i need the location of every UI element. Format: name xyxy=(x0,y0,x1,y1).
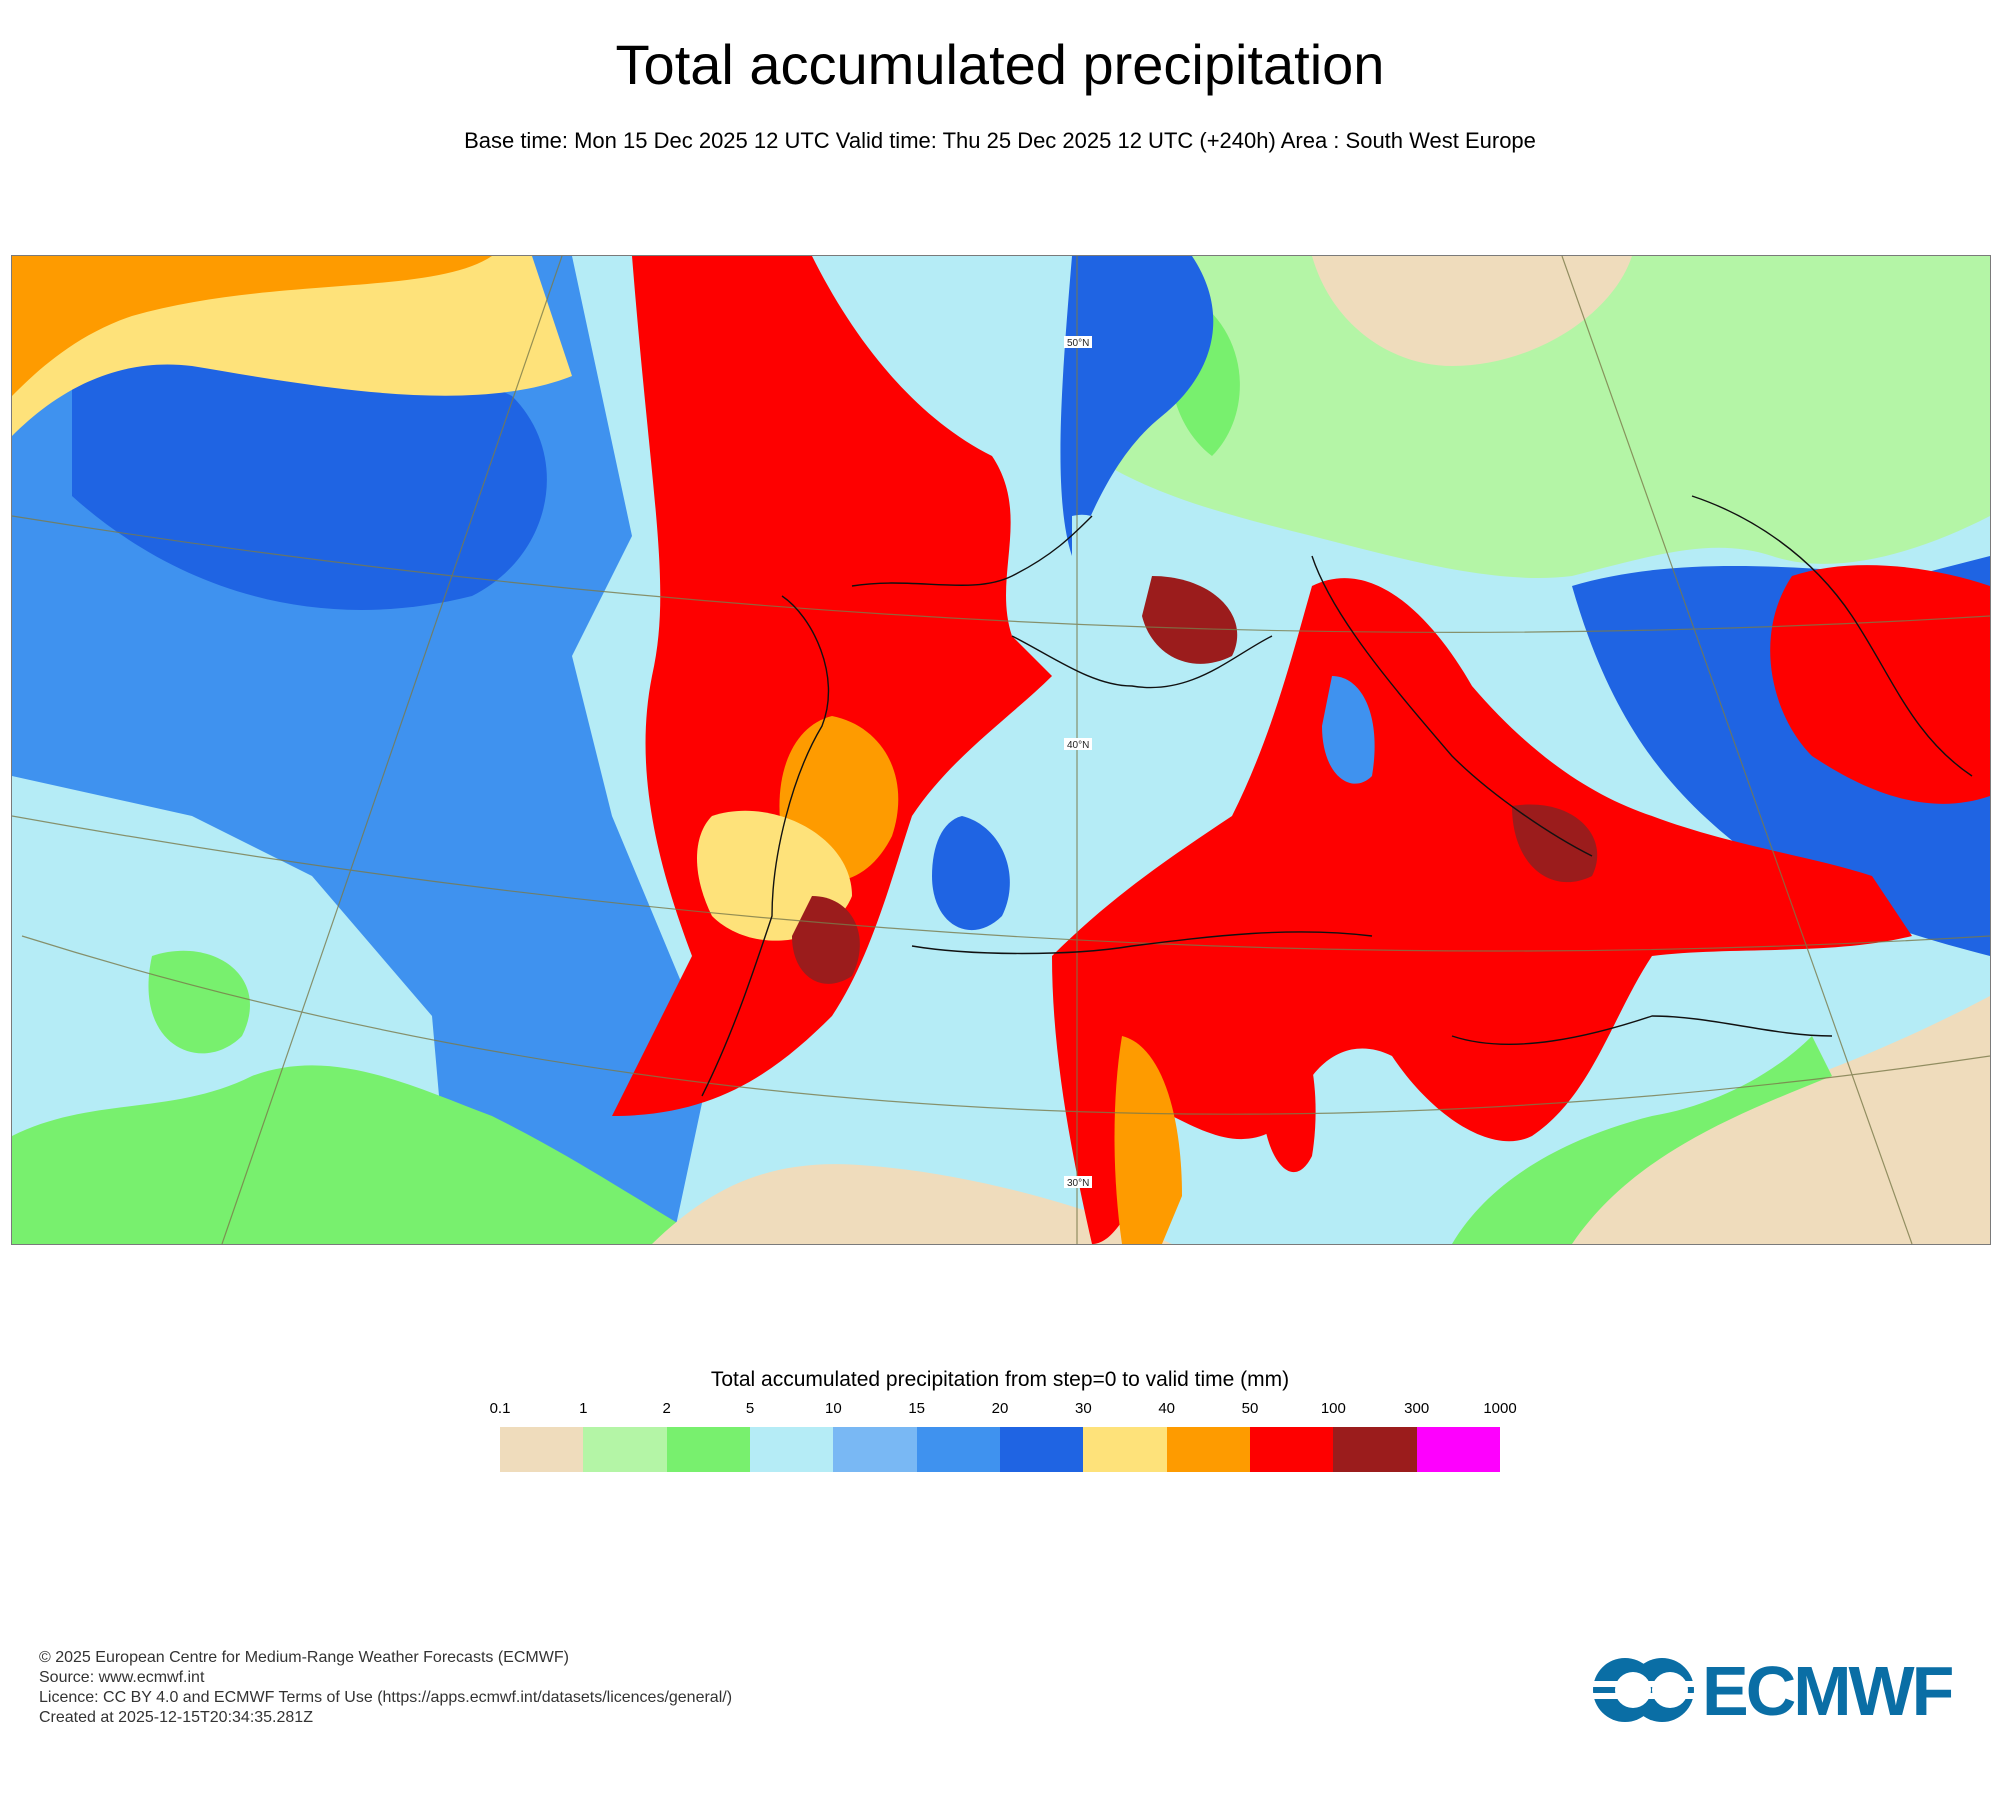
coastline xyxy=(1451,1015,1833,1045)
legend-tick-label: 20 xyxy=(991,1400,1009,1417)
legend-title: Total accumulated precipitation from ste… xyxy=(710,1368,1290,1391)
precipitation-map: 50°N 40°N 30°N xyxy=(11,255,1991,1245)
footer-source: Source: www.ecmwf.int xyxy=(39,1669,205,1686)
grid-label-box xyxy=(1064,336,1092,348)
precip-area-tunisia-streak xyxy=(1262,996,1316,1173)
legend-tick-label: 300 xyxy=(1404,1400,1430,1417)
grid-label-box xyxy=(1064,738,1092,750)
legend-swatch xyxy=(500,1427,584,1472)
coastlines xyxy=(701,495,1973,1097)
precip-area-central-europe xyxy=(1092,256,1990,578)
precip-area-atlantic-green xyxy=(12,1065,712,1244)
coastline xyxy=(1311,555,1593,857)
precip-area-alps-sand xyxy=(1312,256,1632,366)
grid-label: 50°N xyxy=(1067,338,1089,349)
legend-swatch xyxy=(1250,1427,1334,1472)
legend-swatch xyxy=(583,1427,667,1472)
grid-label-box xyxy=(1064,1176,1092,1188)
graticule-line xyxy=(12,815,1990,952)
precip-area-iberia-blue xyxy=(932,816,1010,931)
legend-tick-label: 40 xyxy=(1158,1400,1175,1417)
graticule-line xyxy=(221,256,563,1244)
footer-copyright: © 2025 European Centre for Medium-Range … xyxy=(39,1649,569,1666)
legend-tick-label: 5 xyxy=(745,1400,755,1417)
footer-created: Created at 2025-12-15T20:34:35.281Z xyxy=(39,1709,313,1726)
legend-tick-label: 100 xyxy=(1320,1400,1346,1417)
legend-tick-label: 50 xyxy=(1241,1400,1259,1417)
ecmwf-logo-icon: ECMWF xyxy=(1590,1652,1956,1730)
legend-swatch xyxy=(750,1427,834,1472)
legend-swatch xyxy=(916,1427,1000,1472)
legend-tick-label: 30 xyxy=(1074,1400,1092,1417)
colorbar-legend: 0.1 1 2 5 10 15 20 30 40 50 100 300 1000 xyxy=(490,1400,1517,1475)
legend-swatch xyxy=(1166,1427,1250,1472)
legend-swatch xyxy=(666,1427,750,1472)
coastline xyxy=(1011,635,1273,689)
precip-area-orange-north xyxy=(12,256,492,396)
graticule xyxy=(12,256,1990,1244)
coastline xyxy=(851,515,1093,587)
coastline xyxy=(1691,495,1973,777)
legend-tick-label: 0.1 xyxy=(489,1400,511,1417)
precip-area-libya xyxy=(1552,996,1990,1244)
chart-subtitle: Base time: Mon 15 Dec 2025 12 UTC Valid … xyxy=(464,128,1536,153)
grid-label: 30°N xyxy=(1067,1178,1089,1189)
graticule-line xyxy=(21,935,1990,1115)
legend-swatch xyxy=(1000,1427,1084,1472)
precip-area-north-africa xyxy=(652,1164,1172,1244)
legend-swatch xyxy=(833,1427,917,1472)
chart-title: Total accumulated precipitation xyxy=(615,33,1385,96)
graticule-line xyxy=(12,515,1990,633)
grid-label: 40°N xyxy=(1067,740,1089,751)
precip-area-atlantic-green-2 xyxy=(148,950,250,1054)
legend-tick-label: 10 xyxy=(824,1400,842,1417)
legend-tick-label: 1 xyxy=(579,1400,588,1417)
precip-area-bay-light xyxy=(1072,514,1120,637)
graticule-line xyxy=(1561,256,1913,1244)
precip-area-ionian-dark xyxy=(1512,804,1598,883)
logo-text: ECMWF xyxy=(1702,1655,1953,1725)
legend-tick-label: 15 xyxy=(908,1400,925,1417)
precip-area-france-blue xyxy=(1060,256,1214,556)
coastline xyxy=(701,595,830,1097)
precip-area-iberia-dark xyxy=(792,896,860,984)
precip-area-tyrrhenian-dark xyxy=(1142,576,1238,664)
footer-licence: Licence: CC BY 4.0 and ECMWF Terms of Us… xyxy=(39,1689,733,1706)
map-canvas: 50°N 40°N 30°N xyxy=(12,256,1990,1244)
ecmwf-logo: ECMWF xyxy=(1590,1652,1965,1730)
grid-labels: 50°N 40°N 30°N xyxy=(1064,336,1092,1189)
precip-area-libya-green xyxy=(1452,1036,1832,1244)
legend-tick-label: 1000 xyxy=(1483,1400,1517,1417)
legend-swatch xyxy=(1333,1427,1417,1472)
coastline xyxy=(911,931,1373,955)
legend-tick-label: 2 xyxy=(662,1400,671,1417)
footer: © 2025 European Centre for Medium-Range … xyxy=(39,1648,732,1728)
precip-area-algeria-streak xyxy=(1114,1036,1182,1244)
legend-swatch xyxy=(1083,1427,1167,1472)
precip-area-corsica-blue xyxy=(1322,676,1375,784)
legend-swatch xyxy=(1416,1427,1500,1472)
